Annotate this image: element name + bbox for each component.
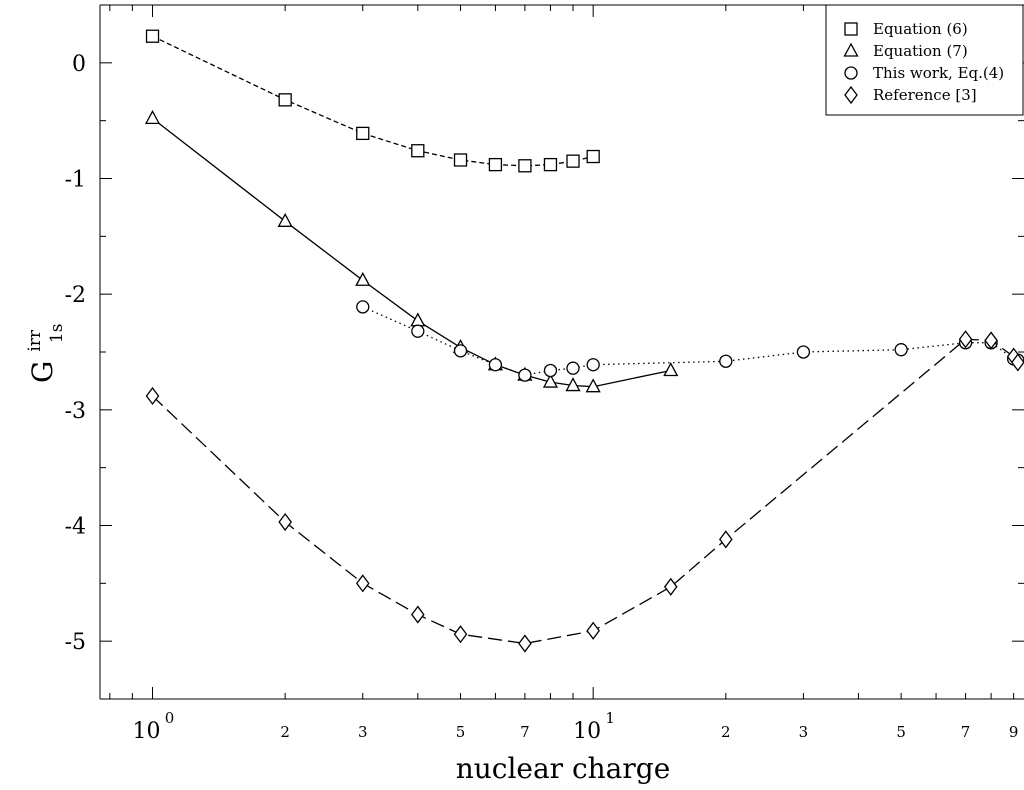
series-layer [144,29,1024,653]
legend-marker [844,66,858,80]
series-circle [356,300,1024,382]
data-point [411,605,425,624]
data-point [586,621,600,640]
data-point [278,512,292,532]
y-tick-label: -4 [65,515,86,540]
x-tick-label: 5 [896,723,906,741]
series-square [145,29,600,173]
data-point [411,144,425,158]
x-tick-label: 7 [961,723,971,741]
data-point [518,634,532,653]
x-tick-label: 9 [1009,723,1019,741]
data-point [356,300,370,314]
x-tick-label: 5 [456,723,466,741]
data-point [518,159,532,173]
data-point [145,29,160,43]
legend-box [825,4,1024,116]
x-tick-label: 3 [799,723,809,741]
x-tick-label-exponent: 1 [605,709,615,727]
y-tick-label: -2 [65,283,86,308]
legend-label: This work, Eq.(4) [873,64,1004,82]
data-point [719,530,733,549]
x-tick-label: 10 [133,719,161,744]
data-point [356,126,370,141]
series-line [152,35,594,167]
data-point [145,386,160,406]
data-point [586,149,600,164]
data-point [894,343,908,357]
data-point [796,345,811,359]
data-point [958,330,973,349]
y-tick-label: -1 [65,168,86,193]
data-point [663,577,678,596]
legend-label: Reference [3] [873,86,977,104]
data-point [543,157,558,172]
data-point [277,212,293,227]
y-axis-title-main: G [26,361,59,383]
y-tick-label: -5 [65,630,86,655]
data-point [488,358,503,372]
x-axis-title: nuclear charge [456,752,671,785]
data-point [355,271,371,286]
y-axis-title-sup: irr [25,329,45,352]
data-point [411,324,425,338]
x-tick-label: 3 [358,723,368,741]
series-diamond [145,330,1024,653]
data-point [355,574,370,593]
data-point [543,363,558,378]
data-point [1011,353,1024,372]
y-tick-label: -3 [65,399,86,424]
y-axis-title-sub: 1s [47,324,67,344]
data-point [719,354,733,368]
legend-marker [843,42,859,57]
legend-marker [844,85,858,105]
y-tick-label: 0 [72,52,86,77]
data-point [453,344,468,358]
legend-marker [844,22,858,36]
data-point [542,373,559,388]
data-point [565,377,581,392]
legend-label: Equation (6) [873,20,968,38]
x-tick-label: 2 [280,723,290,741]
data-point [278,93,292,107]
data-point [566,361,580,375]
y-axis-title: G irr 1s [14,321,67,383]
data-point [410,312,426,327]
data-point [566,154,580,168]
x-tick-label: 10 [573,719,601,744]
data-point [586,358,600,372]
x-tick-label: 2 [721,723,731,741]
data-point [585,378,601,393]
x-tick-label-exponent: 0 [165,709,175,727]
data-point [518,368,532,382]
data-point [144,109,161,125]
data-point [453,153,468,167]
data-point [453,625,468,644]
data-point [984,331,998,350]
data-point [488,157,503,172]
legend-label: Equation (7) [873,42,968,60]
data-point [663,362,679,377]
legend: Equation (6) Equation (7) This work, Eq.(4… [825,4,1024,116]
x-tick-label: 7 [520,723,530,741]
series-line [152,338,1019,645]
